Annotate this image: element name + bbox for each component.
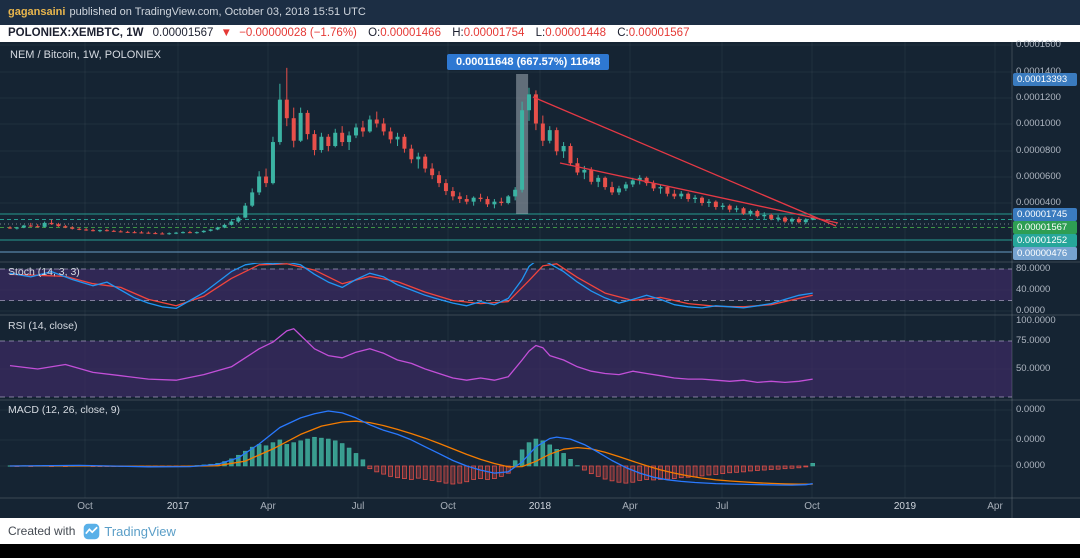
publisher-username[interactable]: gagansaini [8, 6, 66, 18]
symbol-info-bar: POLONIEX:XEMBTC, 1W 0.00001567 ▼ −0.0000… [0, 25, 1080, 42]
tradingview-wordmark[interactable]: TradingView [104, 523, 176, 539]
high-label: H: [452, 27, 464, 39]
publish-text: published on TradingView.com, October 03… [69, 6, 366, 18]
high-value: 0.00001754 [463, 27, 525, 39]
stoch-pane-label[interactable]: Stoch (14, 3, 3) [8, 266, 80, 278]
bottom-black-strip [0, 544, 1080, 558]
low-label: L: [535, 27, 546, 39]
change-direction-icon: ▼ [220, 27, 233, 39]
macd-pane-label[interactable]: MACD (12, 26, close, 9) [8, 404, 121, 416]
created-with-text: Created with [8, 524, 76, 538]
close-label: C: [617, 27, 629, 39]
close-value: 0.00001567 [628, 27, 690, 39]
chart-legend[interactable]: NEM / Bitcoin, 1W, POLONIEX [10, 49, 161, 61]
footer-bar: Created with TradingView [0, 518, 1080, 544]
price-label-tooltip[interactable]: 0.00011648 (667.57%) 11648 [447, 54, 610, 70]
last-price: 0.00001567 [152, 27, 214, 39]
low-value: 0.00001448 [545, 27, 607, 39]
tradingview-logo-icon[interactable] [83, 523, 100, 540]
symbol-name[interactable]: POLONIEX:XEMBTC, 1W [8, 27, 144, 39]
rsi-pane-label[interactable]: RSI (14, close) [8, 320, 78, 332]
publish-bar: gagansaini published on TradingView.com, … [0, 0, 1080, 25]
price-change: −0.00000028 (−1.76%) [239, 27, 357, 39]
open-label: O: [368, 27, 381, 39]
open-value: 0.00001466 [380, 27, 441, 39]
